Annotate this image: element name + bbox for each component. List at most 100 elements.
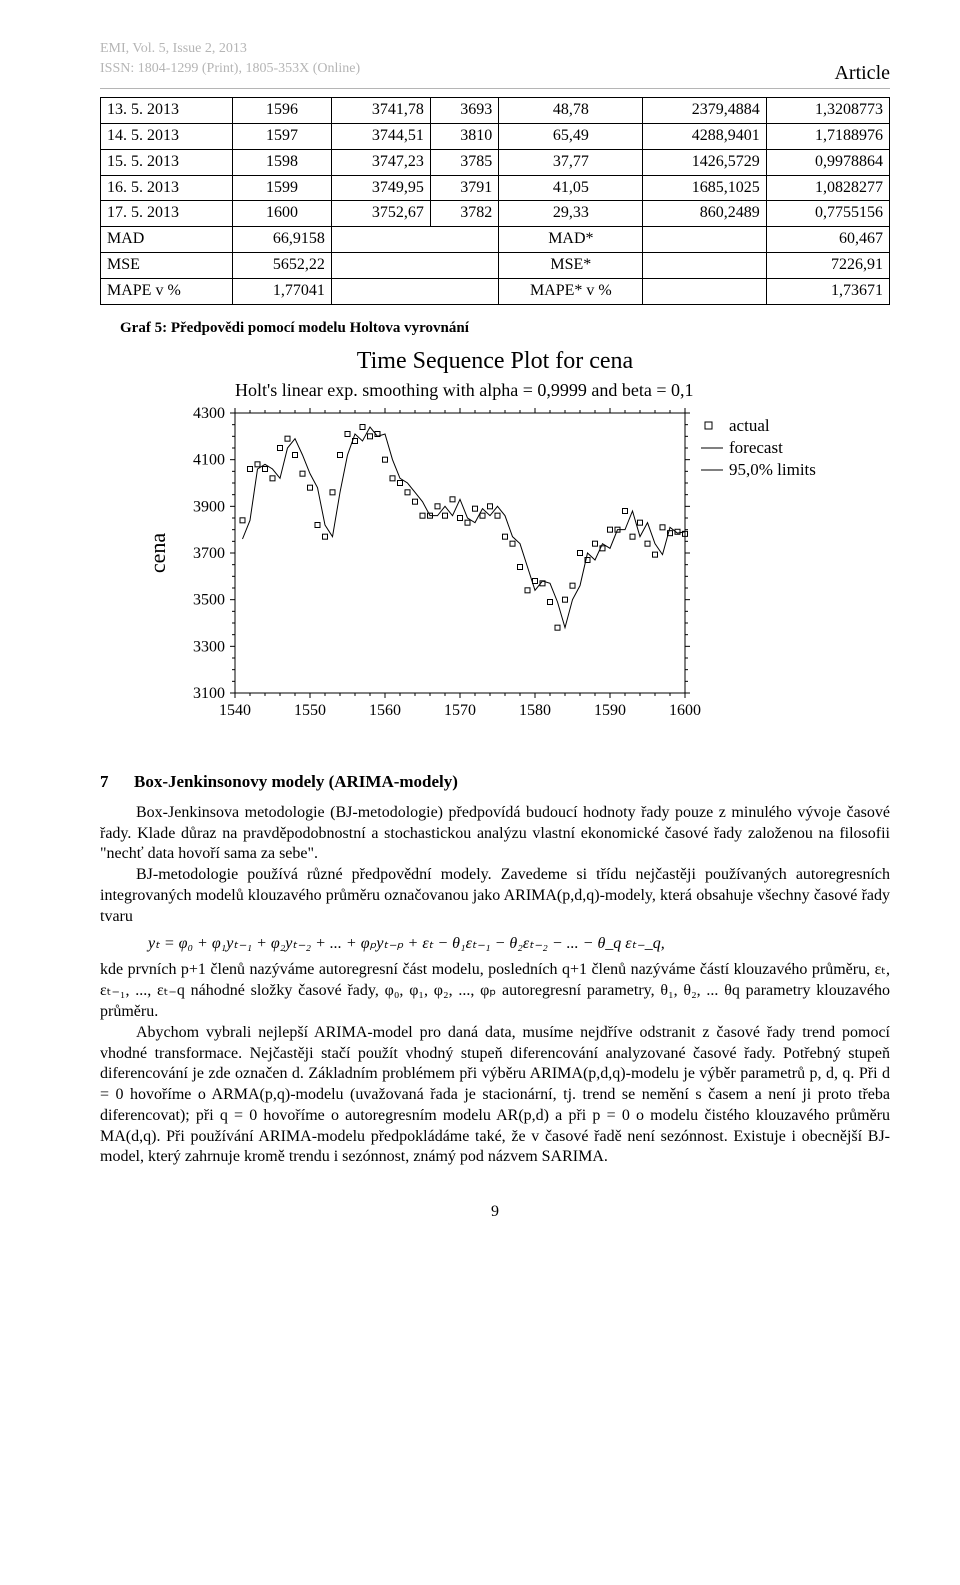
chart-title: Time Sequence Plot for cena	[135, 346, 855, 377]
table-cell: 13. 5. 2013	[101, 98, 233, 124]
table-cell: 3749,95	[331, 175, 430, 201]
table-cell: 1,73671	[766, 278, 889, 304]
section-title: Box-Jenkinsonovy modely (ARIMA-modely)	[134, 772, 458, 791]
table-cell: 1,7188976	[766, 123, 889, 149]
table-cell: MAD*	[499, 227, 643, 253]
table-cell: 65,49	[499, 123, 643, 149]
chart-subtitle: Holt's linear exp. smoothing with alpha …	[235, 379, 855, 402]
body-text: Box-Jenkinsova metodologie (BJ-metodolog…	[100, 803, 890, 1169]
svg-text:1580: 1580	[519, 702, 551, 719]
svg-text:3300: 3300	[193, 638, 225, 655]
table-cell: MAPE* v %	[499, 278, 643, 304]
table-cell: 1600	[233, 201, 332, 227]
table-cell: 2379,4884	[643, 98, 766, 124]
table-cell: MAPE v %	[101, 278, 233, 304]
table-cell: 3741,78	[331, 98, 430, 124]
table-cell: MAD	[101, 227, 233, 253]
table-cell: 29,33	[499, 201, 643, 227]
svg-text:3700: 3700	[193, 545, 225, 562]
table-cell: 1,0828277	[766, 175, 889, 201]
table-cell	[643, 252, 766, 278]
data-table: 13. 5. 201315963741,78369348,782379,4884…	[100, 97, 890, 304]
header-rule	[100, 88, 890, 89]
article-label: Article	[834, 60, 890, 86]
table-cell: 1,3208773	[766, 98, 889, 124]
table-cell: 1685,1025	[643, 175, 766, 201]
svg-text:95,0% limits: 95,0% limits	[729, 460, 816, 479]
table-cell: 4288,9401	[643, 123, 766, 149]
table-cell: 1598	[233, 149, 332, 175]
table-cell: 3782	[430, 201, 498, 227]
table-cell: 3785	[430, 149, 498, 175]
issn-text: ISSN: 1804-1299 (Print), 1805-353X (Onli…	[100, 60, 360, 86]
table-cell: 60,467	[766, 227, 889, 253]
table-row: 13. 5. 201315963741,78369348,782379,4884…	[101, 98, 890, 124]
svg-text:actual: actual	[729, 416, 770, 435]
graf-caption: Graf 5: Předpovědi pomocí modelu Holtova…	[120, 319, 890, 339]
paragraph-3: kde prvních p+1 členů nazýváme autoregre…	[100, 960, 890, 1022]
chart-container: Time Sequence Plot for cena Holt's linea…	[135, 346, 855, 743]
table-summary-row: MSE5652,22 MSE* 7226,91	[101, 252, 890, 278]
table-cell	[643, 278, 766, 304]
table-cell: 66,9158	[233, 227, 332, 253]
table-cell: 0,7755156	[766, 201, 889, 227]
table-cell: 48,78	[499, 98, 643, 124]
paragraph-1: Box-Jenkinsova metodologie (BJ-metodolog…	[100, 803, 890, 865]
table-summary-row: MAPE v %1,77041 MAPE* v % 1,73671	[101, 278, 890, 304]
table-cell: 3752,67	[331, 201, 430, 227]
table-cell: 3747,23	[331, 149, 430, 175]
table-cell: 0,9978864	[766, 149, 889, 175]
svg-text:4300: 4300	[193, 405, 225, 422]
table-summary-row: MAD66,9158 MAD* 60,467	[101, 227, 890, 253]
table-row: 14. 5. 201315973744,51381065,494288,9401…	[101, 123, 890, 149]
page-header: EMI, Vol. 5, Issue 2, 2013 ISSN: 1804-12…	[100, 40, 890, 89]
table-cell: 860,2489	[643, 201, 766, 227]
table-cell: 7226,91	[766, 252, 889, 278]
formula: yₜ = φ₀ + φ₁yₜ₋₁ + φ₂yₜ₋₂ + ... + φₚyₜ₋ₚ…	[148, 934, 890, 955]
table-cell: MSE	[101, 252, 233, 278]
svg-text:3900: 3900	[193, 498, 225, 515]
paragraph-4: Abychom vybrali nejlepší ARIMA-model pro…	[100, 1023, 890, 1169]
page-number: 9	[100, 1202, 890, 1223]
svg-text:3100: 3100	[193, 685, 225, 702]
table-cell: 1599	[233, 175, 332, 201]
table-cell: 41,05	[499, 175, 643, 201]
table-cell: 5652,22	[233, 252, 332, 278]
table-cell: 3810	[430, 123, 498, 149]
table-cell	[331, 227, 498, 253]
table-cell	[331, 252, 498, 278]
svg-text:1570: 1570	[444, 702, 476, 719]
svg-text:cena: cena	[145, 532, 170, 573]
table-cell	[643, 227, 766, 253]
svg-text:1540: 1540	[219, 702, 251, 719]
table-cell: 15. 5. 2013	[101, 149, 233, 175]
chart-svg: 3100 3300 3500 3700 3900 4100 4300 1540 1550 1560…	[135, 403, 855, 743]
table-row: 16. 5. 201315993749,95379141,051685,1025…	[101, 175, 890, 201]
table-cell: 17. 5. 2013	[101, 201, 233, 227]
svg-text:forecast: forecast	[729, 438, 783, 457]
table-cell: 16. 5. 2013	[101, 175, 233, 201]
svg-text:3500: 3500	[193, 591, 225, 608]
table-row: 17. 5. 201316003752,67378229,33860,24890…	[101, 201, 890, 227]
table-cell: 3693	[430, 98, 498, 124]
table-cell: 1597	[233, 123, 332, 149]
table-cell: 14. 5. 2013	[101, 123, 233, 149]
svg-text:1600: 1600	[669, 702, 701, 719]
table-cell: 3791	[430, 175, 498, 201]
table-row: 15. 5. 201315983747,23378537,771426,5729…	[101, 149, 890, 175]
paragraph-2: BJ-metodologie používá různé předpovědní…	[100, 865, 890, 927]
svg-text:1590: 1590	[594, 702, 626, 719]
journal-name: EMI, Vol. 5, Issue 2, 2013	[100, 40, 247, 58]
table-cell: 37,77	[499, 149, 643, 175]
table-cell	[331, 278, 498, 304]
table-cell: 1596	[233, 98, 332, 124]
table-cell: 3744,51	[331, 123, 430, 149]
section-heading: 7 Box-Jenkinsonovy modely (ARIMA-modely)	[100, 771, 890, 793]
table-cell: 1,77041	[233, 278, 332, 304]
table-cell: MSE*	[499, 252, 643, 278]
svg-text:1560: 1560	[369, 702, 401, 719]
table-cell: 1426,5729	[643, 149, 766, 175]
svg-text:4100: 4100	[193, 451, 225, 468]
svg-text:1550: 1550	[294, 702, 326, 719]
section-number: 7	[100, 772, 109, 791]
